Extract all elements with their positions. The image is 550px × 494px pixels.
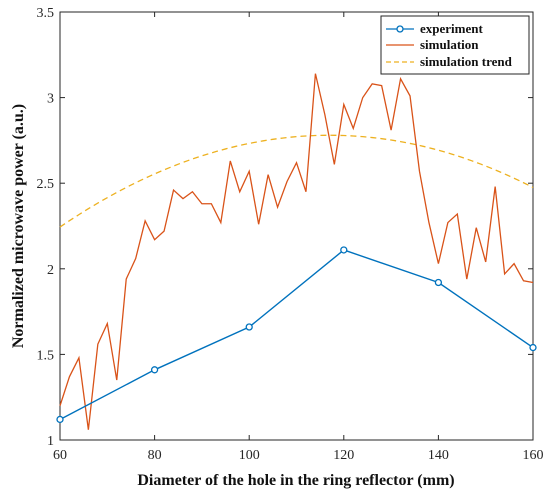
legend-label-simulation-trend: simulation trend <box>420 54 513 69</box>
data-point-experiment <box>56 415 64 424</box>
axis-ticks: 60 80 100 120 140 160 1 1.5 2 2.5 3 3.5 <box>37 6 544 463</box>
plot-area <box>59 11 534 441</box>
y-tick-label: 3.5 <box>37 6 55 21</box>
y-tick-label: 3 <box>47 92 54 107</box>
x-tick-label: 160 <box>523 448 544 463</box>
series-layer <box>56 73 537 430</box>
x-tick-label: 80 <box>148 448 162 463</box>
series-line-simulation <box>59 73 534 430</box>
x-tick-label: 100 <box>239 448 260 463</box>
y-tick-label: 1.5 <box>37 348 55 363</box>
data-point-experiment <box>434 278 443 287</box>
x-axis-title: Diameter of the hole in the ring reflect… <box>137 472 454 489</box>
series-line-simulation-trend <box>59 134 534 228</box>
data-point-experiment <box>340 246 348 254</box>
legend: experiment simulation simulation trend <box>380 15 530 75</box>
y-tick-label: 1 <box>47 434 54 449</box>
series-line-experiment <box>59 249 534 421</box>
data-point-experiment <box>150 366 159 374</box>
x-tick-label: 140 <box>428 448 449 463</box>
y-tick-label: 2.5 <box>37 177 55 192</box>
y-axis-title: Normalized microwave power (a.u.) <box>10 104 27 348</box>
legend-label-experiment: experiment <box>420 21 483 36</box>
y-tick-label: 2 <box>47 263 54 278</box>
data-point-experiment <box>245 323 253 331</box>
data-point-experiment <box>529 343 537 352</box>
x-tick-label: 120 <box>333 448 354 463</box>
x-tick-label: 60 <box>53 448 67 463</box>
legend-marker-experiment <box>396 25 404 33</box>
legend-label-simulation: simulation <box>420 37 479 52</box>
